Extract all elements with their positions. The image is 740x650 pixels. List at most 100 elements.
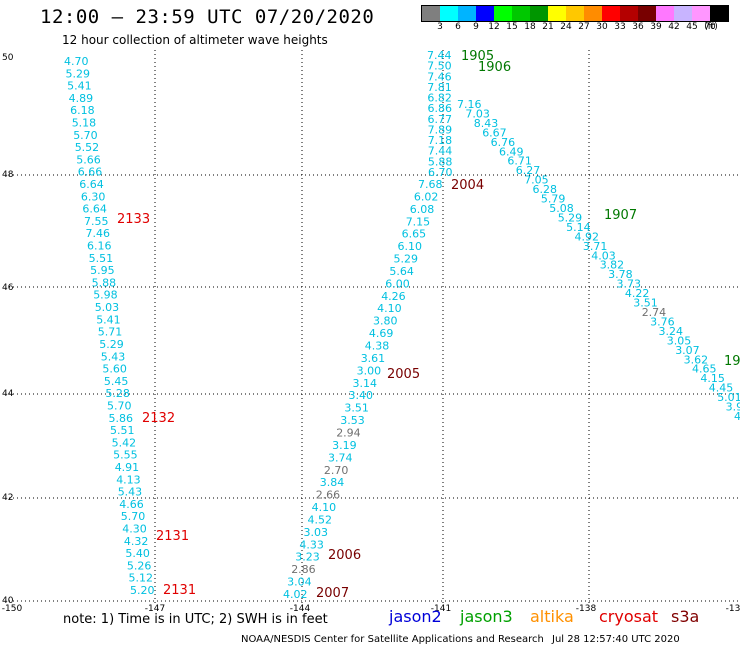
wave-height-value: 5.71 bbox=[98, 326, 123, 339]
wave-height-value: 3.14 bbox=[353, 377, 378, 390]
scale-label: 6 bbox=[455, 22, 461, 32]
y-tick-label: 40 bbox=[2, 596, 14, 606]
wave-height-value: 3.62 bbox=[684, 353, 709, 366]
scale-label: 36 bbox=[632, 22, 644, 32]
scale-swatch bbox=[656, 6, 674, 21]
wave-height-value: 5.51 bbox=[89, 252, 114, 265]
x-tick-label: -150 bbox=[2, 604, 23, 614]
wave-height-value: 5.29 bbox=[394, 253, 419, 266]
wave-height-value: 6.10 bbox=[398, 240, 423, 253]
pass-id-label: 2131 bbox=[156, 529, 189, 544]
wave-height-value: 5.70 bbox=[121, 510, 146, 523]
x-tick-label: -144 bbox=[290, 604, 311, 614]
y-tick-label: 42 bbox=[2, 493, 13, 503]
wave-height-value: 7.89 bbox=[428, 124, 453, 137]
scale-swatch bbox=[494, 6, 512, 21]
wave-height-value: 5.95 bbox=[90, 264, 115, 277]
scale-swatch bbox=[476, 6, 494, 21]
wave-height-value: 4.70 bbox=[64, 55, 89, 68]
wave-height-value: 5.88 bbox=[428, 155, 453, 168]
wave-height-value: 4.15 bbox=[700, 372, 725, 385]
wave-height-value: 4.91 bbox=[115, 461, 140, 474]
wave-height-value: 3.80 bbox=[373, 315, 398, 328]
scale-swatch bbox=[548, 6, 566, 21]
pass-id-label: 1905 bbox=[461, 49, 494, 64]
wave-height-value: 3.84 bbox=[320, 476, 345, 489]
wave-height-value: 5.88 bbox=[92, 276, 117, 289]
wave-height-value: 6.16 bbox=[87, 240, 112, 253]
page-subtitle: 12 hour collection of altimeter wave hei… bbox=[62, 33, 328, 47]
wave-height-value: 2.74 bbox=[642, 306, 667, 319]
wave-height-value: 5.66 bbox=[76, 153, 101, 166]
wave-height-value: 3.71 bbox=[583, 240, 608, 253]
wave-height-value: 7.15 bbox=[406, 215, 431, 228]
wave-height-value: 5.29 bbox=[66, 67, 91, 80]
wave-height-value: 5.52 bbox=[75, 141, 100, 154]
pass-id-label: 2004 bbox=[451, 178, 484, 193]
wave-height-value: 4.10 bbox=[312, 501, 337, 514]
wave-height-value: 5.70 bbox=[107, 400, 132, 413]
wave-height-value: 5.01 bbox=[717, 391, 740, 404]
wave-height-value: 6.70 bbox=[428, 166, 453, 179]
wave-height-value: 2.94 bbox=[336, 427, 361, 440]
wave-height-value: 4.22 bbox=[625, 287, 650, 300]
wave-height-value: 3.82 bbox=[600, 259, 625, 272]
scale-label: 3 bbox=[437, 22, 443, 32]
scale-swatch bbox=[440, 6, 458, 21]
wave-height-value: 7.55 bbox=[84, 215, 109, 228]
wave-height-value: 5.60 bbox=[102, 363, 127, 376]
scale-label: 33 bbox=[614, 22, 626, 32]
wave-height-value: 4.32 bbox=[124, 535, 148, 548]
scale-label: 45 bbox=[686, 22, 698, 32]
wave-height-value: 7.46 bbox=[86, 227, 111, 240]
wave-height-value: 3.05 bbox=[667, 334, 692, 347]
wave-height-value: 6.77 bbox=[428, 113, 453, 126]
pass-id-label: 1907 bbox=[604, 208, 637, 223]
wave-height-value: 5.29 bbox=[99, 338, 124, 351]
wave-height-value: 3.51 bbox=[633, 297, 658, 310]
wave-height-value: 4.65 bbox=[692, 363, 717, 376]
scale-label: 70 bbox=[704, 22, 716, 32]
wave-height-value: 3.19 bbox=[332, 439, 357, 452]
wave-height-value: 7.05 bbox=[524, 174, 549, 187]
wave-height-value: 6.28 bbox=[533, 183, 558, 196]
scale-swatch bbox=[584, 6, 602, 21]
wave-height-value: 3.9 bbox=[726, 401, 740, 414]
scale-swatch bbox=[638, 6, 656, 21]
wave-height-value: 5.51 bbox=[110, 424, 135, 437]
wave-height-value: 6.66 bbox=[78, 166, 103, 179]
scale-label: (ft) bbox=[704, 22, 718, 32]
wave-height-value: 7.44 bbox=[427, 49, 452, 62]
y-tick-label: 48 bbox=[2, 170, 14, 180]
wave-height-value: 4.66 bbox=[119, 498, 144, 511]
wave-height-value: 5.41 bbox=[67, 80, 92, 93]
pass-id-label: 2006 bbox=[328, 548, 361, 563]
legend-altika: altika bbox=[530, 607, 574, 626]
wave-height-value: 3.78 bbox=[608, 268, 633, 281]
wave-height-value: 6.82 bbox=[427, 92, 452, 105]
wave-height-value: 8.43 bbox=[474, 117, 499, 130]
scale-swatch bbox=[620, 6, 638, 21]
page-title: 12:00 – 23:59 UTC 07/20/2020 bbox=[40, 6, 375, 28]
wave-height-value: 5.42 bbox=[112, 436, 137, 449]
wave-height-value: 4.92 bbox=[575, 230, 600, 243]
scale-label: 42 bbox=[668, 22, 680, 32]
wave-height-value: 3.03 bbox=[304, 526, 329, 539]
wave-height-value: 3.40 bbox=[349, 389, 374, 402]
wave-height-value: 6.64 bbox=[82, 203, 107, 216]
scale-label: 12 bbox=[488, 22, 500, 32]
scale-label: 39 bbox=[650, 22, 662, 32]
wave-height-value: 5.55 bbox=[113, 449, 138, 462]
pass-id-label: 2132 bbox=[142, 411, 175, 426]
wave-height-value: 5.43 bbox=[101, 350, 126, 363]
x-tick-label: -141 bbox=[431, 604, 451, 614]
color-scale-bar bbox=[421, 5, 729, 22]
wave-height-value: 4.45 bbox=[709, 382, 734, 395]
timestamp-text: Jul 28 12:57:40 UTC 2020 bbox=[552, 634, 680, 645]
wave-height-value: 6.76 bbox=[491, 136, 515, 149]
wave-height-value: 2.66 bbox=[316, 489, 341, 502]
wave-height-value: 7.03 bbox=[465, 108, 490, 121]
footer-note: note: 1) Time is in UTC; 2) SWH is in fe… bbox=[63, 612, 328, 627]
scale-swatch bbox=[530, 6, 548, 21]
scale-label: 30 bbox=[596, 22, 608, 32]
